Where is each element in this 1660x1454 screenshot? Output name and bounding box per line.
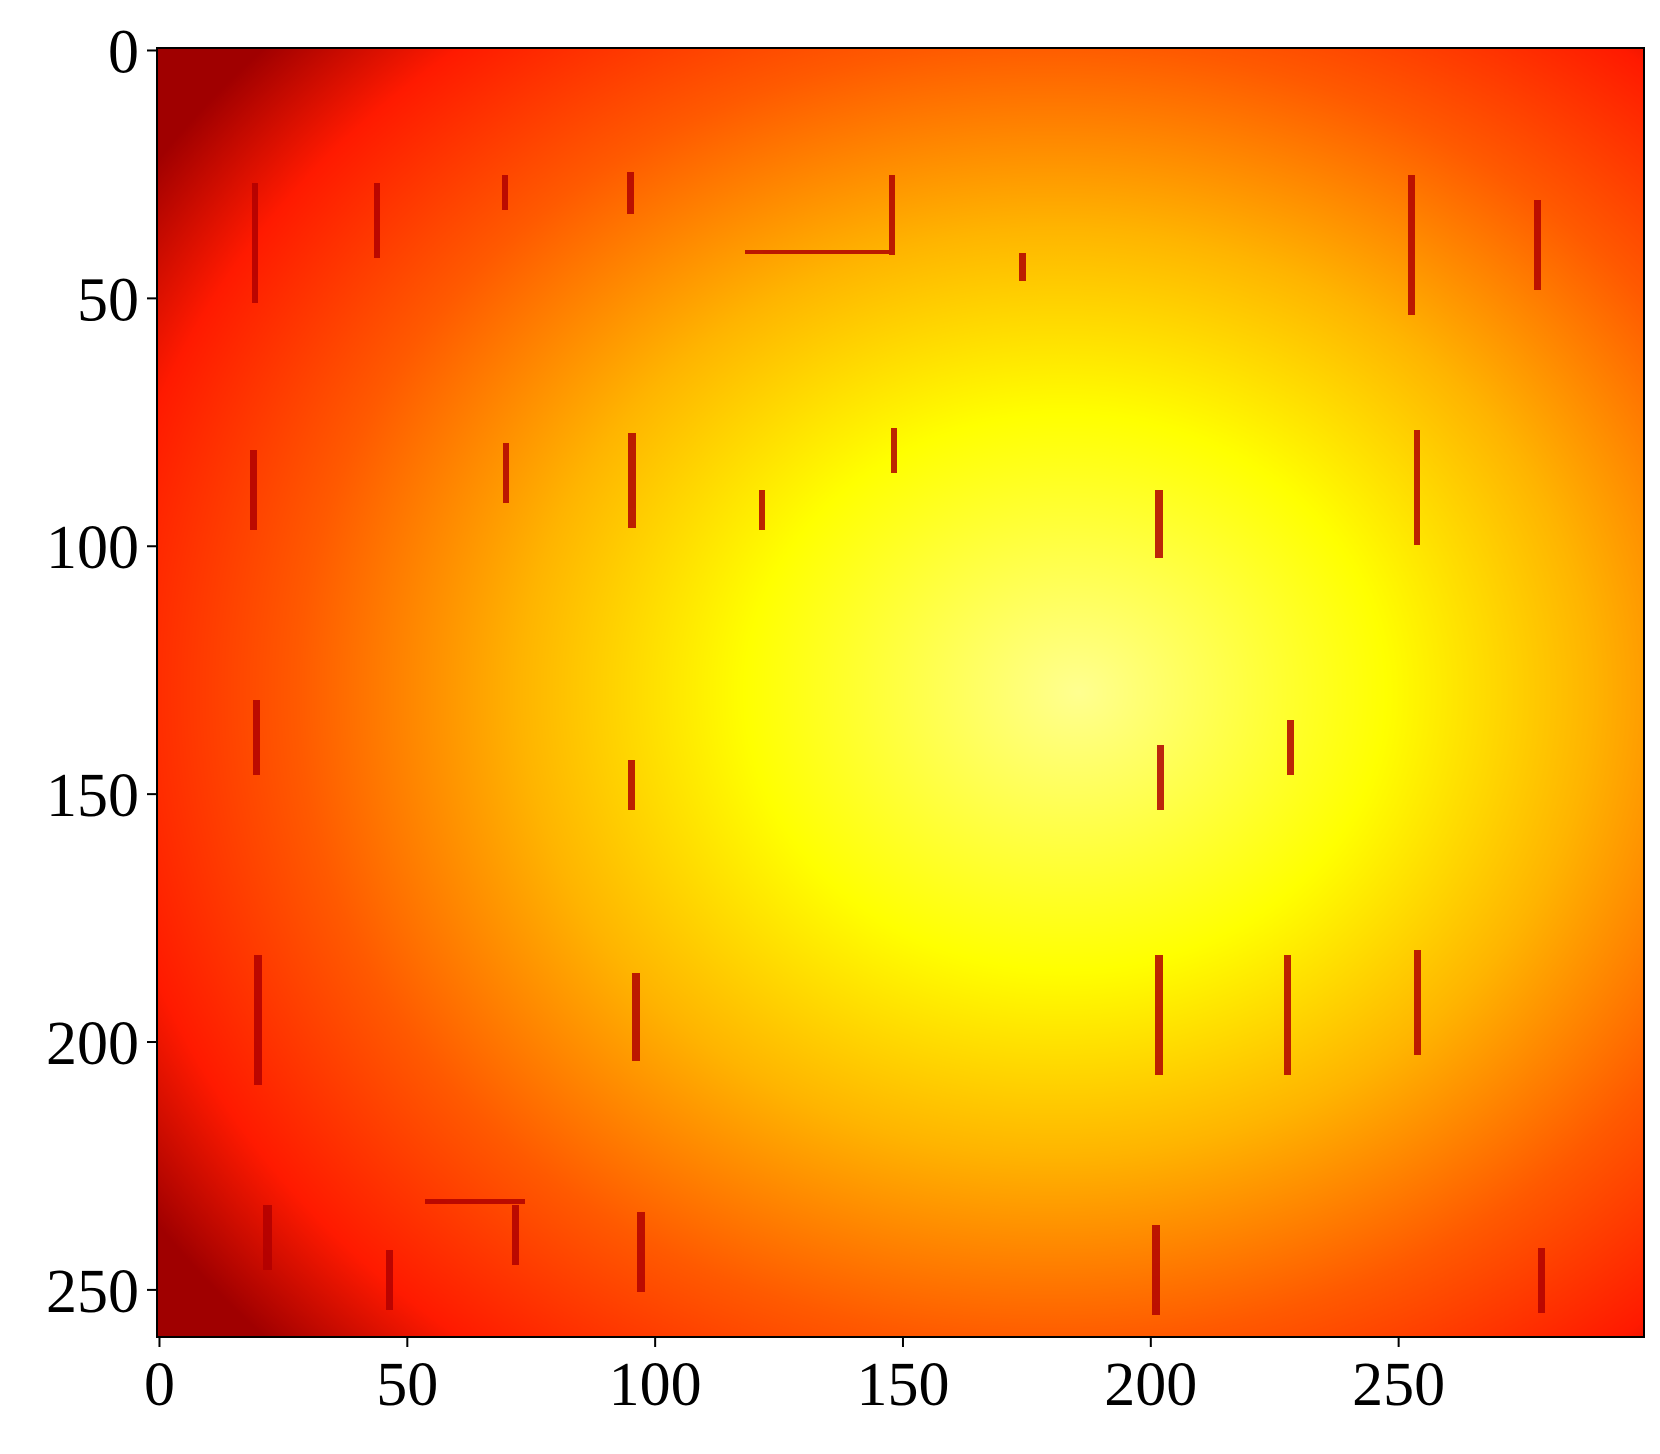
x-tick-label: 250	[1352, 1351, 1445, 1419]
y-tick-label: 50	[77, 266, 139, 334]
streaks	[250, 172, 1545, 1315]
y-tick-label: 0	[108, 18, 139, 86]
x-tick-label: 0	[144, 1351, 175, 1419]
axes-frame	[156, 47, 1645, 1338]
x-tick-label: 100	[609, 1351, 702, 1419]
y-tick-label: 150	[46, 762, 139, 830]
plot-area	[156, 47, 1645, 1338]
x-tick-label: 50	[376, 1351, 438, 1419]
y-tick-label: 250	[46, 1258, 139, 1326]
y-tick-label: 100	[46, 514, 139, 582]
y-tick-label: 200	[46, 1010, 139, 1078]
heatmap-image	[157, 48, 1644, 1337]
x-tick-label: 200	[1104, 1351, 1197, 1419]
x-tick-label: 150	[856, 1351, 949, 1419]
